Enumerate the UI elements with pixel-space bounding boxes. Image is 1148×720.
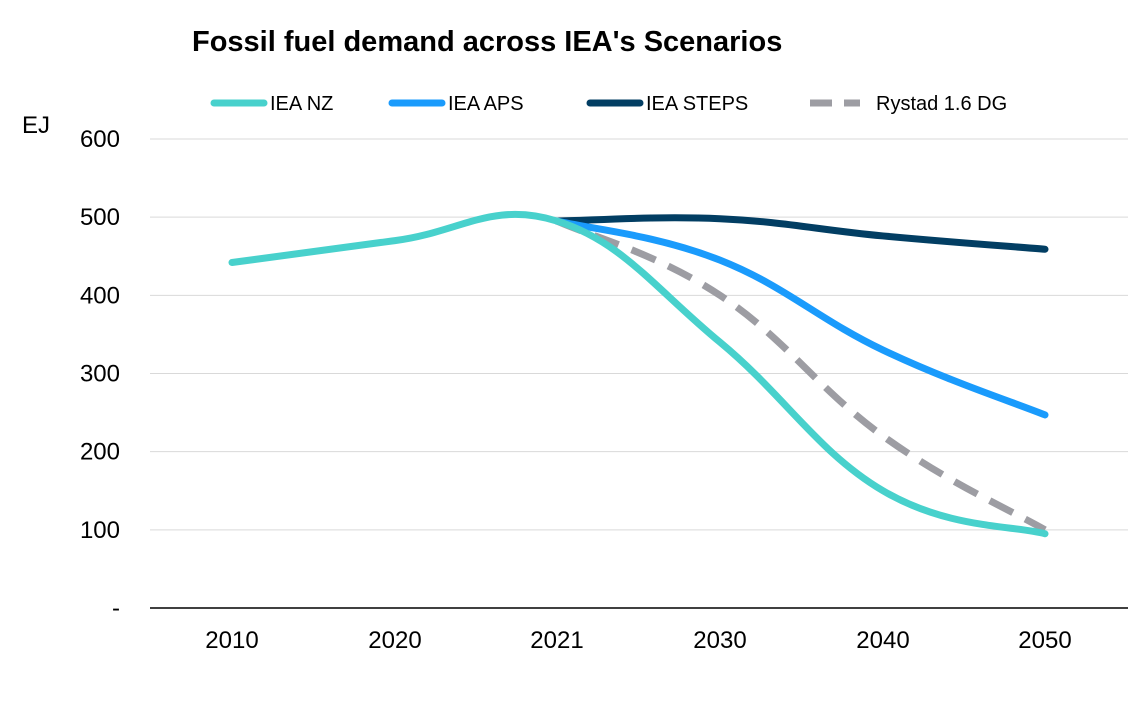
series-lines: [228, 210, 1049, 538]
gridlines: [150, 138, 1128, 531]
x-tick-label: 2021: [530, 627, 583, 654]
legend-label-nz: IEA NZ: [270, 93, 333, 115]
legend-label-aps: IEA APS: [448, 93, 524, 115]
series-line-aps: [553, 217, 1049, 419]
y-tick-label: 600: [80, 126, 120, 153]
y-tick-label: 200: [80, 439, 120, 466]
x-tick-label: 2020: [368, 627, 421, 654]
series-line-nz: [228, 210, 1049, 538]
y-axis-label: EJ: [22, 112, 50, 139]
x-tick-label: 2040: [856, 627, 909, 654]
x-tick-label: 2030: [693, 627, 746, 654]
y-tick-label: -: [112, 595, 120, 622]
chart-title: Fossil fuel demand across IEA's Scenario…: [192, 26, 782, 58]
series-line-steps: [553, 214, 1049, 253]
y-tick-label: 100: [80, 517, 120, 544]
y-tick-label: 500: [80, 204, 120, 231]
x-tick-label: 2010: [205, 627, 258, 654]
series-line-rystad: [555, 217, 1047, 533]
legend: IEA NZ IEA APS IEA STEPS Rystad 1.6 DG: [210, 93, 1007, 115]
y-tick-label: 300: [80, 361, 120, 388]
legend-label-steps: IEA STEPS: [646, 93, 748, 115]
legend-label-rystad: Rystad 1.6 DG: [876, 93, 1007, 115]
y-axis-ticks: - 100 200 300 400 500 600: [80, 126, 120, 622]
x-tick-label: 2050: [1018, 627, 1071, 654]
y-tick-label: 400: [80, 282, 120, 309]
x-axis-ticks: 2010 2020 2021 2030 2040 2050: [205, 627, 1071, 654]
